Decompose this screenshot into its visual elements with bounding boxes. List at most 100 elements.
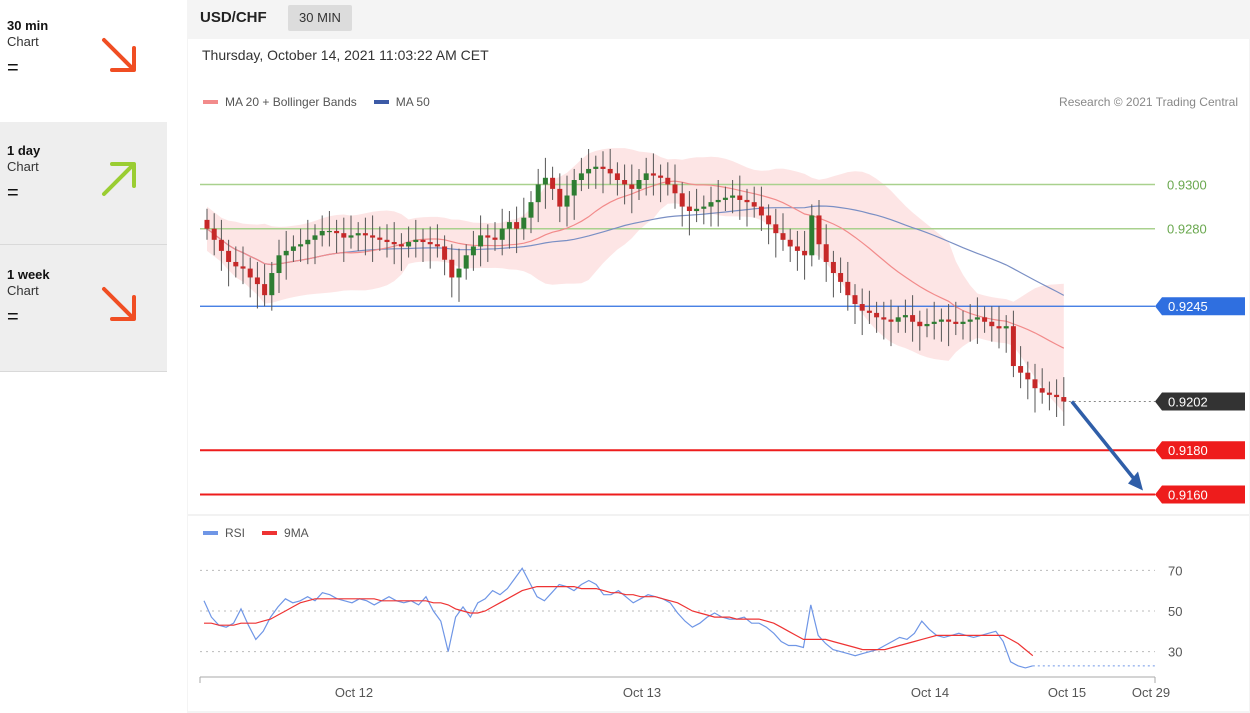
rsi-swatch (203, 531, 218, 535)
candle-body (629, 184, 635, 189)
candle-body (305, 239, 311, 245)
candle-body (600, 166, 606, 169)
candle-body (398, 244, 404, 247)
last-price-tag-label: 0.9202 (1168, 394, 1208, 409)
candle-body (312, 235, 318, 240)
target-tag (1155, 441, 1245, 460)
candle-body (276, 255, 282, 274)
bollinger-band (207, 148, 1064, 413)
candle-body (542, 177, 548, 185)
candle-body (420, 239, 426, 243)
candle-body (370, 235, 376, 238)
last-price-tag (1155, 392, 1245, 411)
candle-body (816, 215, 822, 245)
candle-body (758, 206, 764, 216)
timeframe-status: = (7, 306, 19, 328)
candle-body (924, 323, 930, 327)
candle-body (989, 321, 995, 327)
candle-body (622, 180, 628, 185)
candle-body (406, 242, 412, 247)
candle-body (283, 250, 289, 256)
candle-body (578, 173, 584, 181)
candle-body (852, 295, 858, 305)
candle-body (715, 199, 721, 203)
timeframe-card-1week[interactable]: 1 week Chart = (0, 245, 167, 372)
candle-body (931, 321, 937, 324)
rsi-ma-line (204, 585, 1034, 657)
candle-body (607, 168, 613, 174)
candle-body (643, 173, 649, 181)
candle-body (377, 237, 383, 240)
candle-body (586, 168, 592, 174)
candle-body (593, 166, 599, 169)
candle-body (866, 310, 872, 313)
candle-body (967, 319, 973, 322)
candle-body (679, 193, 685, 207)
timeframe-card-30min[interactable]: 30 min Chart = (0, 0, 167, 123)
candle-body (859, 304, 865, 311)
candle-body (694, 208, 700, 212)
candle-body (391, 242, 397, 245)
candle-body (650, 173, 656, 176)
rsi-legend: RSI 9MA (203, 526, 309, 540)
candle-body (1046, 392, 1052, 395)
candle-body (442, 246, 448, 260)
candle-body (247, 268, 253, 278)
pivot-tag (1155, 297, 1245, 316)
candle-body (686, 206, 692, 212)
candle-body (514, 222, 520, 229)
level-label: 0.9300 (1167, 177, 1207, 192)
candle-body (269, 273, 275, 296)
candle-body (1054, 394, 1060, 398)
candle-body (499, 228, 505, 240)
candle-body (211, 228, 217, 240)
target-tag-label: 0.9180 (1168, 443, 1208, 458)
candle-body (449, 259, 455, 278)
x-tick-label: Oct 12 (335, 685, 373, 700)
candle-body (708, 202, 714, 207)
candle-body (1003, 326, 1009, 329)
candle-body (226, 250, 232, 262)
candle-body (787, 239, 793, 247)
ma20-swatch (203, 100, 218, 104)
candle-body (298, 244, 304, 247)
candle-body (996, 326, 1002, 329)
x-tick-label: Oct 29 (1132, 685, 1170, 700)
pivot-tag-label: 0.9245 (1168, 299, 1208, 314)
candle-body (744, 199, 750, 203)
candle-body (766, 215, 772, 225)
candle-body (802, 250, 808, 256)
timeframe-badge[interactable]: 30 MIN (288, 5, 352, 31)
chart-timestamp: Thursday, October 14, 2021 11:03:22 AM C… (202, 47, 489, 63)
candle-body (938, 319, 944, 322)
candle-body (974, 317, 980, 320)
candle-body (874, 312, 880, 318)
candle-body (737, 195, 743, 200)
rsi-tick-label: 30 (1168, 645, 1182, 660)
candle-body (478, 235, 484, 247)
candle-body (528, 202, 534, 218)
timeframe-card-1day[interactable]: 1 day Chart = (0, 122, 167, 245)
candle-body (384, 239, 390, 243)
candle-body (550, 177, 556, 189)
forecast-arrowhead (1128, 471, 1143, 491)
timeframe-interval: 30 min (7, 18, 49, 33)
candle-body (456, 268, 462, 278)
candle-body (701, 206, 707, 209)
ma50-line (206, 205, 1065, 296)
ma50-swatch (373, 100, 389, 104)
timeframe-sub: Chart (7, 159, 39, 174)
candle-body (888, 319, 894, 322)
candle-body (355, 233, 361, 236)
candle-body (334, 230, 340, 234)
timeframe-sub: Chart (7, 34, 39, 49)
candle-body (917, 321, 923, 327)
x-tick-label: Oct 14 (911, 685, 949, 700)
timeframe-interval: 1 day (7, 143, 41, 158)
symbol-title: USD/CHF (200, 9, 267, 26)
candle-body (434, 244, 440, 247)
level-label: 0.9280 (1167, 222, 1207, 237)
candle-body (845, 281, 851, 296)
candle-body (204, 219, 210, 229)
